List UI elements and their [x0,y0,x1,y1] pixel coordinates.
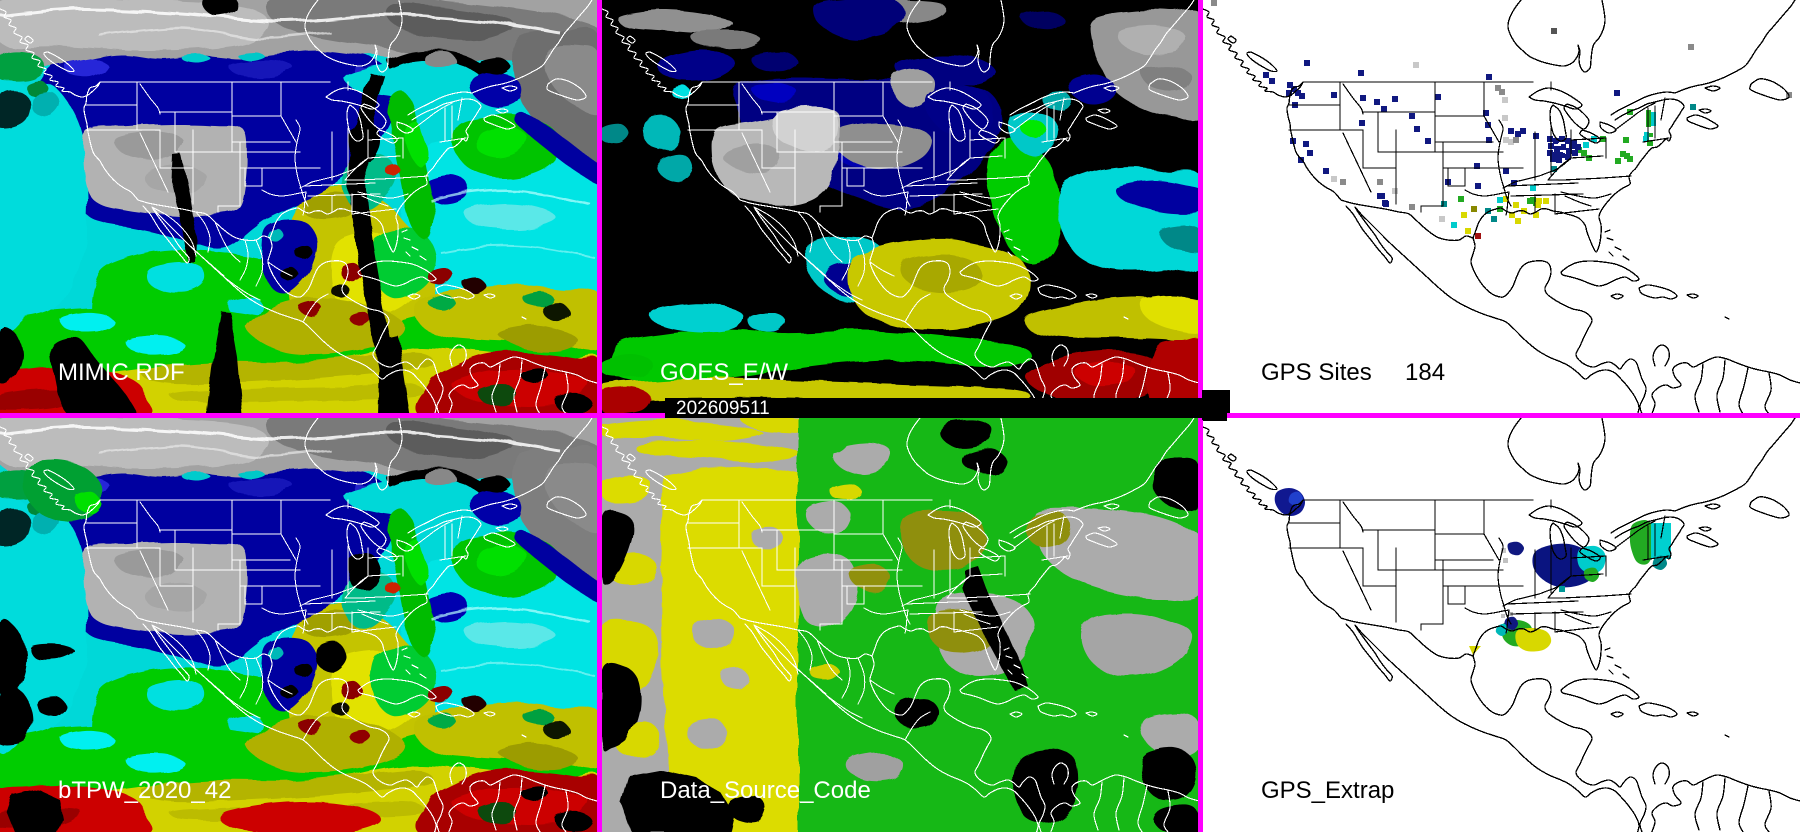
svg-text:GOES_E/W: GOES_E/W [660,359,788,386]
svg-text:202609511: 202609511 [676,398,770,419]
svg-text:bTPW_2020_42: bTPW_2020_42 [58,777,231,804]
svg-text:GPS Sites 184: GPS Sites 184 [1261,359,1445,386]
svg-text:Data_Source_Code: Data_Source_Code [660,777,871,804]
svg-text:GPS_Extrap: GPS_Extrap [1261,777,1394,804]
svg-text:MIMIC RDF: MIMIC RDF [58,359,185,386]
